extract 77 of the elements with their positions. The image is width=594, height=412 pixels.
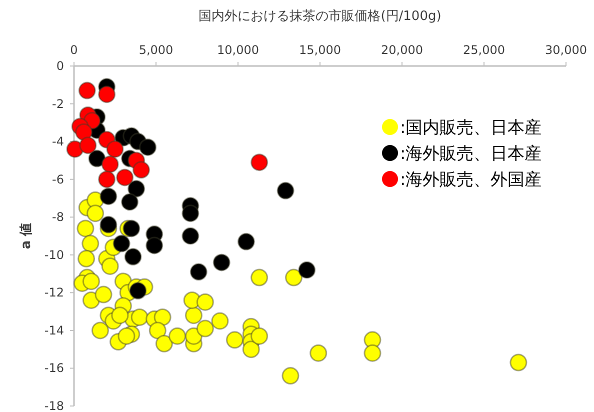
point	[100, 216, 118, 234]
point	[285, 268, 303, 286]
point	[118, 327, 136, 345]
y-tick-label: -14	[44, 323, 64, 338]
point	[364, 344, 382, 362]
x-axis-title: 国内外における抹茶の市販価格(円/100g)	[198, 9, 442, 24]
legend-label: :国内販売、日本産	[400, 118, 542, 138]
point	[196, 293, 214, 311]
point	[212, 254, 230, 272]
y-tick-label: -4	[52, 134, 64, 149]
point	[242, 340, 260, 358]
y-tick-label: 0	[56, 59, 64, 73]
point	[132, 161, 150, 179]
legend-label: :海外販売、日本産	[400, 144, 542, 164]
point	[237, 232, 255, 250]
x-tick-label: 10,000	[217, 43, 259, 57]
y-axis-title: a 値	[19, 222, 34, 250]
point	[128, 180, 146, 198]
point	[129, 282, 147, 300]
x-tick-label: 5,000	[138, 43, 174, 57]
point	[116, 168, 134, 186]
legend-label: :海外販売、外国産	[400, 170, 542, 190]
point	[155, 334, 173, 352]
point	[112, 234, 130, 252]
point	[130, 308, 148, 326]
y-tick-label: -6	[52, 172, 64, 186]
point	[98, 170, 116, 188]
point	[182, 204, 200, 222]
point	[196, 320, 214, 338]
y-tick-label: -8	[52, 210, 64, 224]
y-tick-label: -18	[44, 399, 64, 412]
point	[101, 257, 119, 275]
point	[190, 263, 208, 281]
point	[82, 272, 100, 290]
point	[124, 248, 142, 266]
point	[86, 204, 104, 222]
point	[148, 322, 166, 340]
point	[510, 354, 528, 372]
y-tick-label: -2	[52, 96, 64, 111]
point	[211, 312, 229, 330]
point	[106, 140, 124, 158]
y-tick-label: -16	[44, 361, 64, 376]
point	[82, 234, 100, 252]
point	[298, 261, 316, 279]
point	[100, 188, 118, 206]
point	[310, 344, 328, 362]
point	[154, 308, 172, 326]
point	[250, 154, 268, 172]
y-tick-label: -12	[44, 286, 64, 300]
point	[121, 193, 139, 211]
point	[79, 136, 97, 154]
x-tick-label: 25,000	[463, 43, 505, 57]
point	[101, 155, 119, 173]
point	[182, 227, 200, 245]
point	[146, 236, 164, 254]
point	[111, 306, 129, 324]
point	[139, 138, 157, 156]
point	[98, 86, 116, 104]
x-tick-label: 0	[70, 43, 78, 57]
point	[282, 367, 300, 385]
point	[75, 123, 93, 141]
point	[250, 268, 268, 286]
x-tick-label: 20,000	[381, 43, 423, 57]
point	[168, 327, 186, 345]
x-tick-label: 30,000	[545, 43, 587, 57]
x-tick-label: 15,000	[299, 43, 341, 57]
y-tick-label: -10	[44, 248, 64, 262]
point	[250, 327, 268, 345]
point	[184, 306, 202, 324]
point	[76, 220, 94, 238]
point	[78, 82, 96, 100]
point	[91, 322, 109, 340]
point	[226, 331, 244, 349]
point	[94, 286, 112, 304]
point	[122, 220, 140, 238]
point	[276, 182, 294, 200]
point	[78, 250, 96, 268]
